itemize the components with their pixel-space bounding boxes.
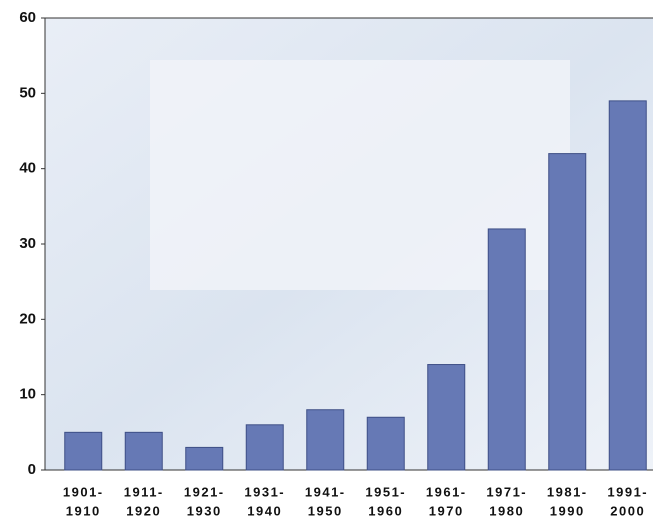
bar (548, 153, 587, 471)
x-tick-label: 1960 (368, 503, 403, 518)
x-tick-label: 1971- (486, 484, 527, 499)
bar (608, 100, 647, 471)
bar (124, 431, 163, 471)
y-tick-label: 10 (19, 386, 36, 403)
x-tick-label: 1930 (187, 503, 222, 518)
x-tick-label: 1931- (244, 484, 285, 499)
y-tick-label: 0 (28, 461, 36, 478)
y-tick-label: 50 (19, 84, 36, 101)
x-tick-label: 2000 (610, 503, 645, 518)
x-tick-label: 1990 (550, 503, 585, 518)
x-tick-label: 1970 (429, 503, 464, 518)
x-tick-label: 1951- (365, 484, 406, 499)
bar (366, 416, 405, 471)
y-tick-label: 60 (19, 9, 36, 26)
bar (427, 364, 466, 471)
x-tick-label: 1981- (547, 484, 588, 499)
x-tick-label: 1921- (184, 484, 225, 499)
y-tick-label: 20 (19, 310, 36, 327)
x-tick-label: 1920 (126, 503, 161, 518)
x-tick-label: 1940 (247, 503, 282, 518)
bar (64, 431, 103, 471)
bar (245, 424, 284, 471)
x-tick-label: 1991- (607, 484, 648, 499)
x-tick-label: 1950 (308, 503, 343, 518)
x-tick-label: 1901- (63, 484, 104, 499)
y-tick-label: 30 (19, 235, 36, 252)
y-tick-label: 40 (19, 160, 36, 177)
x-tick-label: 1910 (66, 503, 101, 518)
bar (306, 409, 345, 471)
x-tick-label: 1980 (489, 503, 524, 518)
x-tick-label: 1941- (305, 484, 346, 499)
x-tick-label: 1911- (124, 484, 164, 499)
bar (185, 446, 224, 471)
x-tick-label: 1961- (426, 484, 467, 499)
bar (487, 228, 526, 471)
